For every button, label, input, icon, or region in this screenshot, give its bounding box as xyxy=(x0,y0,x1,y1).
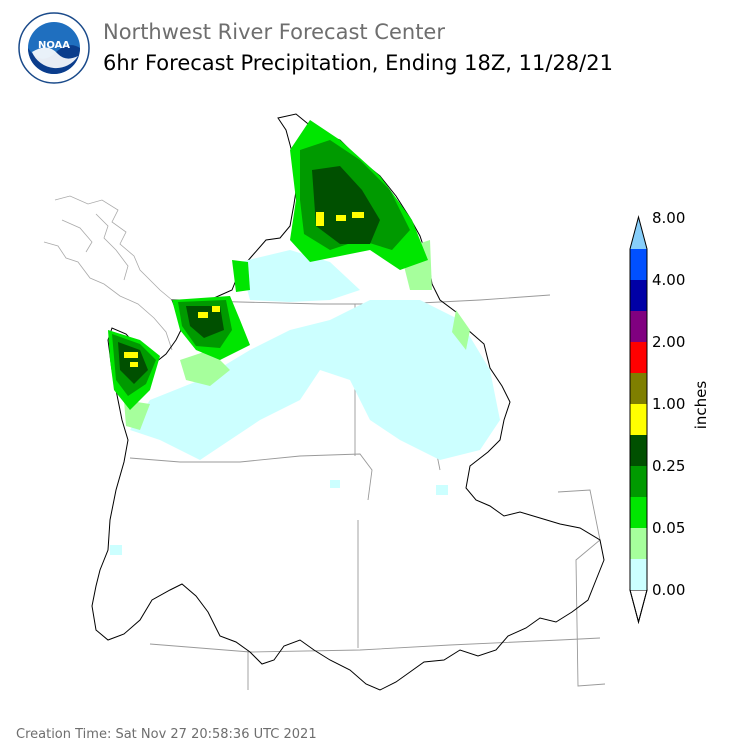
legend-min-triangle xyxy=(629,589,648,624)
legend-outline xyxy=(629,215,648,624)
creation-time: Creation Time: Sat Nov 27 20:58:36 UTC 2… xyxy=(16,727,317,742)
legend-swatch-6 xyxy=(630,404,647,435)
tick-label-3: 1.00 xyxy=(652,395,685,413)
legend-swatch-9 xyxy=(630,311,647,342)
legend-swatch-10 xyxy=(630,280,647,311)
tick-label-5: 4.00 xyxy=(652,271,685,289)
tick-label-6: 8.00 xyxy=(652,209,685,227)
legend-unit-label: inches xyxy=(692,381,710,430)
tick-label-1: 0.05 xyxy=(652,519,685,537)
map-subtitle: 6hr Forecast Precipitation, Ending 18Z, … xyxy=(103,51,613,75)
legend-swatch-5 xyxy=(630,435,647,466)
canada-coastline xyxy=(43,195,173,351)
legend-swatch-7 xyxy=(630,373,647,404)
logo-text: NOAA xyxy=(38,40,70,51)
legend-swatch-3 xyxy=(630,497,647,528)
noaa-logo: NOAA xyxy=(18,12,90,84)
tick-label-2: 0.25 xyxy=(652,457,685,475)
legend-swatch-8 xyxy=(630,342,647,373)
page-title: Northwest River Forecast Center xyxy=(103,20,445,44)
precip-light xyxy=(110,250,500,555)
basin-outline xyxy=(91,113,605,691)
tick-label-4: 2.00 xyxy=(652,333,685,351)
legend-swatch-2 xyxy=(630,528,647,559)
tick-label-0: 0.00 xyxy=(652,581,685,599)
legend-max-triangle xyxy=(630,217,647,249)
legend-swatch-11 xyxy=(630,249,647,280)
legend-swatch-4 xyxy=(630,466,647,497)
legend-swatch-1 xyxy=(630,559,647,590)
precip-yellow xyxy=(124,212,364,367)
